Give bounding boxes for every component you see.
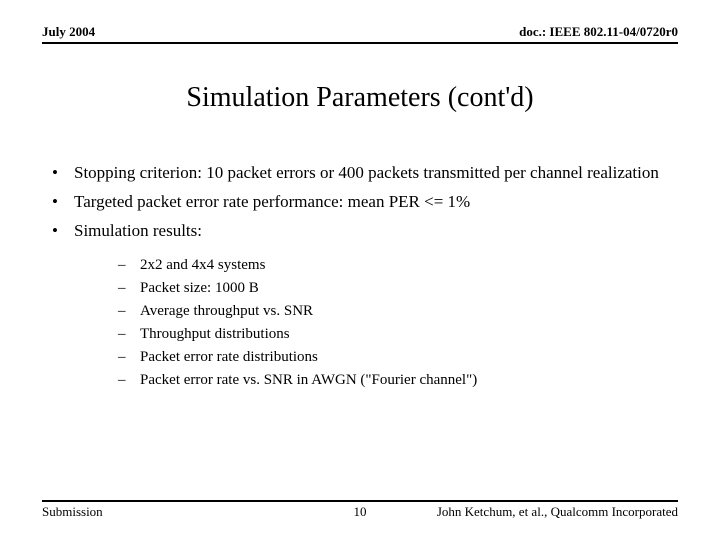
header: July 2004 doc.: IEEE 802.11-04/0720r0 [42, 24, 678, 44]
sub-bullet-item: Throughput distributions [114, 324, 678, 345]
slide-page: July 2004 doc.: IEEE 802.11-04/0720r0 Si… [0, 0, 720, 540]
header-doc-id: doc.: IEEE 802.11-04/0720r0 [519, 24, 678, 40]
bullet-item: Stopping criterion: 10 packet errors or … [42, 162, 678, 185]
footer-author: John Ketchum, et al., Qualcomm Incorpora… [437, 504, 678, 520]
sub-bullet-item: Packet size: 1000 B [114, 278, 678, 299]
slide-title: Simulation Parameters (cont'd) [42, 82, 678, 114]
bullet-item: Targeted packet error rate performance: … [42, 191, 678, 214]
bullet-text: Simulation results: [74, 221, 202, 240]
slide-content: Stopping criterion: 10 packet errors or … [42, 162, 678, 500]
footer: Submission 10 John Ketchum, et al., Qual… [42, 500, 678, 520]
header-date: July 2004 [42, 24, 95, 40]
sub-bullet-item: Packet error rate distributions [114, 347, 678, 368]
sub-bullet-item: 2x2 and 4x4 systems [114, 255, 678, 276]
sub-bullet-item: Packet error rate vs. SNR in AWGN ("Four… [114, 370, 678, 391]
bullet-list: Stopping criterion: 10 packet errors or … [42, 162, 678, 391]
bullet-item: Simulation results: 2x2 and 4x4 systems … [42, 220, 678, 391]
footer-page-number: 10 [354, 504, 367, 520]
footer-left: Submission [42, 504, 103, 520]
sub-bullet-item: Average throughput vs. SNR [114, 301, 678, 322]
sub-bullet-list: 2x2 and 4x4 systems Packet size: 1000 B … [114, 255, 678, 391]
